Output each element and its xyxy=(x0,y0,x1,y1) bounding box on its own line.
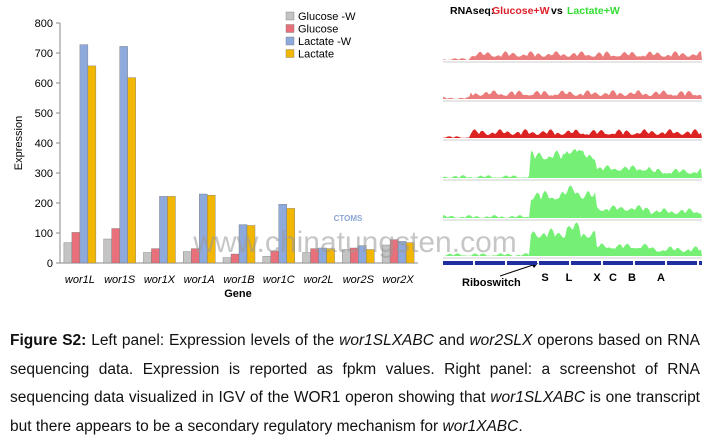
x-axis-label: Gene xyxy=(224,288,252,300)
caption-text: . xyxy=(518,417,523,435)
legend-label: Glucose -W xyxy=(298,11,356,23)
y-tick-label: 700 xyxy=(35,48,53,60)
gene-label: B xyxy=(628,272,636,284)
coverage-track xyxy=(443,129,702,138)
igv-title-vs: vs xyxy=(551,5,563,17)
y-axis-label: Expression xyxy=(13,116,25,170)
y-tick-label: 400 xyxy=(35,138,53,150)
legend-swatch xyxy=(285,49,295,58)
y-tick-label: 600 xyxy=(35,78,53,90)
caption-italic: wor1SLXABC xyxy=(339,332,434,349)
legend-swatch xyxy=(285,24,295,33)
legend-label: Lactate xyxy=(298,49,334,61)
watermark-url: www.chinatungsten.com xyxy=(192,226,517,259)
bar xyxy=(127,77,136,264)
caption: Figure S2: Left panel: Expression levels… xyxy=(10,327,700,441)
caption-label: Figure S2: xyxy=(10,332,87,349)
y-tick-label: 500 xyxy=(35,108,53,120)
bar xyxy=(63,242,73,264)
watermark-logo: CTOMS xyxy=(334,214,363,223)
bar xyxy=(405,242,415,264)
legend-swatch xyxy=(285,36,295,46)
caption-text: Left panel: Expression levels of the xyxy=(86,332,340,349)
caption-italic: wor2SLX xyxy=(469,332,533,349)
y-tick-label: 300 xyxy=(35,168,53,180)
x-tick-label: wor1L xyxy=(65,274,95,286)
bar xyxy=(151,248,160,264)
bar xyxy=(79,44,89,264)
y-tick-label: 100 xyxy=(35,228,53,240)
coverage-track xyxy=(443,90,702,99)
bar xyxy=(111,228,120,264)
y-tick-label: 0 xyxy=(47,258,53,270)
bar xyxy=(207,194,216,264)
riboswitch-arrow xyxy=(499,263,537,277)
igv-title-glucose: Glucose+W xyxy=(492,5,550,17)
caption-text: and xyxy=(433,332,470,349)
legend-label: Glucose xyxy=(298,24,338,36)
bar xyxy=(71,232,81,264)
bar xyxy=(159,196,168,264)
bar xyxy=(366,249,375,264)
caption-italic: wor1SLXABC xyxy=(490,389,586,406)
caption-italic: wor1XABC xyxy=(442,417,519,435)
x-tick-label: wor2S xyxy=(343,274,375,286)
bar xyxy=(326,248,335,264)
bar xyxy=(286,208,295,264)
x-tick-label: wor1A xyxy=(184,274,215,286)
igv-title-prefix: RNAseq: xyxy=(450,5,494,17)
bar xyxy=(143,252,152,264)
x-tick-label: wor2L xyxy=(304,274,334,286)
x-tick-label: wor1X xyxy=(144,274,176,286)
riboswitch-label: Riboswitch xyxy=(462,277,521,289)
gene-label: X xyxy=(593,272,601,284)
caption-text: operons based on RNA sequencing data. Ex… xyxy=(10,332,700,406)
y-tick-label: 800 xyxy=(35,18,53,30)
legend-swatch xyxy=(285,11,295,21)
gene-label: C xyxy=(609,272,617,284)
gene-label: A xyxy=(657,272,665,284)
x-tick-label: wor2X xyxy=(383,274,415,286)
bar xyxy=(183,251,192,264)
bar xyxy=(246,225,256,264)
coverage-track xyxy=(443,185,702,218)
figure: Expression Gene CTOMS RNAseq: Glucose+W … xyxy=(13,5,702,300)
y-tick-label: 200 xyxy=(35,198,53,210)
x-tick-label: wor1S xyxy=(104,274,136,286)
gene-label: S xyxy=(541,272,548,284)
bar xyxy=(103,238,112,264)
coverage-track xyxy=(443,148,702,178)
coverage-track xyxy=(443,222,702,256)
legend-label: Lactate -W xyxy=(298,36,352,48)
bar xyxy=(87,65,97,264)
coverage-track xyxy=(443,51,702,60)
bar xyxy=(167,196,176,264)
x-tick-label: wor1C xyxy=(263,274,295,286)
bar xyxy=(119,46,128,264)
igv-title-lactate: Lactate+W xyxy=(567,5,620,17)
x-tick-label: wor1B xyxy=(223,274,254,286)
caption-text: is one transcript but there appears to b… xyxy=(10,389,700,435)
gene-label: L xyxy=(566,272,573,284)
